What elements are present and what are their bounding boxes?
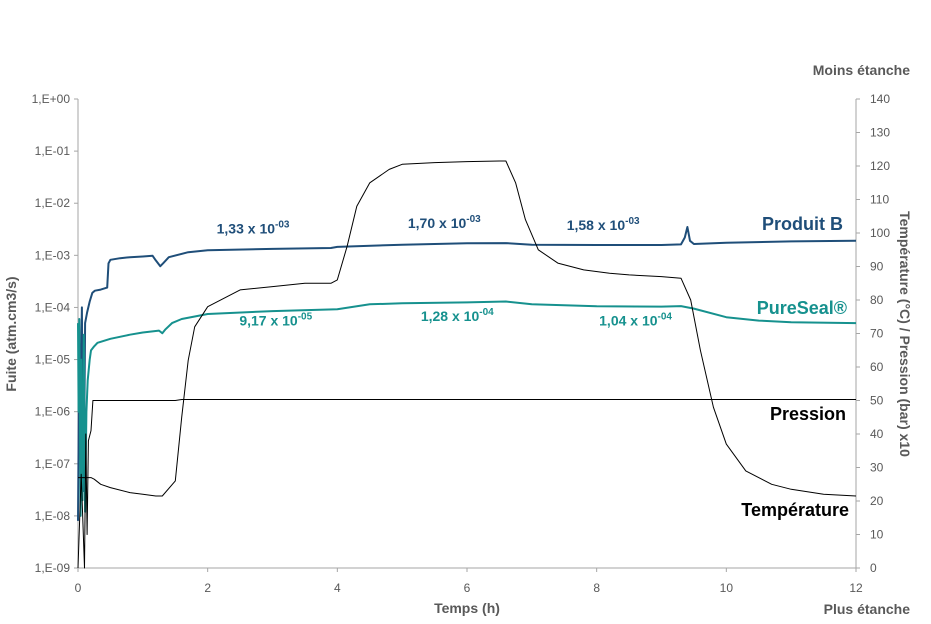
value-annotation: 1,33 x 10-03 [217, 219, 290, 236]
series-label-produit-b: Produit B [762, 214, 843, 234]
left-y-axis-title: Fuite (atm.cm3/s) [3, 276, 19, 391]
left-y-tick-label: 1,E-08 [35, 509, 71, 523]
annotation-layer: 1,33 x 10-03 1,70 x 10-03 1,58 x 10-03 9,17… [217, 214, 673, 328]
series-line-produit-b [77, 226, 857, 521]
series-layer [77, 160, 857, 569]
left-y-tick-label: 1,E-02 [35, 196, 71, 210]
corner-label-top-right: Moins étanche [813, 62, 910, 78]
series-label-pureseal: PureSeal® [757, 298, 847, 318]
series-label-pression: Pression [770, 404, 846, 424]
x-tick-labels: 0 2 4 6 8 10 12 [75, 568, 863, 595]
x-tick-label: 10 [720, 581, 734, 595]
right-y-tick-label: 120 [870, 159, 890, 173]
right-y-tick-label: 70 [870, 327, 884, 341]
x-tick-label: 6 [464, 581, 471, 595]
value-annotation: 1,04 x 10-04 [599, 312, 672, 329]
right-y-tick-label: 60 [870, 360, 884, 374]
right-y-tick-labels: 0 10 20 30 40 50 60 70 80 90 100 110 120 130 140 [856, 92, 890, 575]
x-tick-label: 0 [75, 581, 82, 595]
series-line-pression [77, 399, 856, 569]
x-axis-title: Temps (h) [434, 600, 500, 616]
right-y-tick-label: 140 [870, 92, 890, 106]
value-annotation: 1,70 x 10-03 [408, 214, 481, 231]
right-y-tick-label: 0 [870, 561, 877, 575]
value-annotation: 9,17 x 10-05 [239, 312, 312, 329]
left-y-tick-label: 1,E-03 [35, 248, 71, 262]
left-y-tick-label: 1,E-09 [35, 561, 71, 575]
left-y-tick-labels: 1,E+00 1,E-01 1,E-02 1,E-03 1,E-04 1,E-05 1,E-… [32, 92, 78, 575]
left-y-tick-label: 1,E+00 [32, 92, 71, 106]
right-y-tick-label: 100 [870, 226, 890, 240]
right-y-tick-label: 50 [870, 394, 884, 408]
left-y-tick-label: 1,E-07 [35, 457, 71, 471]
right-y-tick-label: 90 [870, 260, 884, 274]
right-y-tick-label: 10 [870, 528, 884, 542]
series-line-temperature [78, 160, 857, 497]
left-y-tick-label: 1,E-01 [35, 144, 71, 158]
right-y-axis-title: Température (°C) / Pression (bar) x10 [897, 211, 913, 457]
right-y-tick-label: 130 [870, 126, 890, 140]
left-y-tick-label: 1,E-04 [35, 300, 71, 314]
value-annotation: 1,28 x 10-04 [421, 307, 494, 324]
value-annotation: 1,58 x 10-03 [567, 216, 640, 233]
left-y-tick-label: 1,E-05 [35, 353, 71, 367]
right-y-tick-label: 40 [870, 427, 884, 441]
x-tick-label: 12 [849, 581, 863, 595]
x-tick-label: 4 [334, 581, 341, 595]
x-tick-label: 8 [593, 581, 600, 595]
right-y-tick-label: 30 [870, 461, 884, 475]
corner-label-bottom-right: Plus étanche [824, 601, 911, 617]
right-y-tick-label: 20 [870, 494, 884, 508]
series-line-pureseal [77, 300, 857, 517]
x-tick-label: 2 [204, 581, 211, 595]
right-y-tick-label: 110 [870, 193, 889, 207]
right-y-tick-label: 80 [870, 293, 884, 307]
left-y-tick-label: 1,E-06 [35, 405, 71, 419]
series-label-temperature: Température [741, 500, 849, 520]
